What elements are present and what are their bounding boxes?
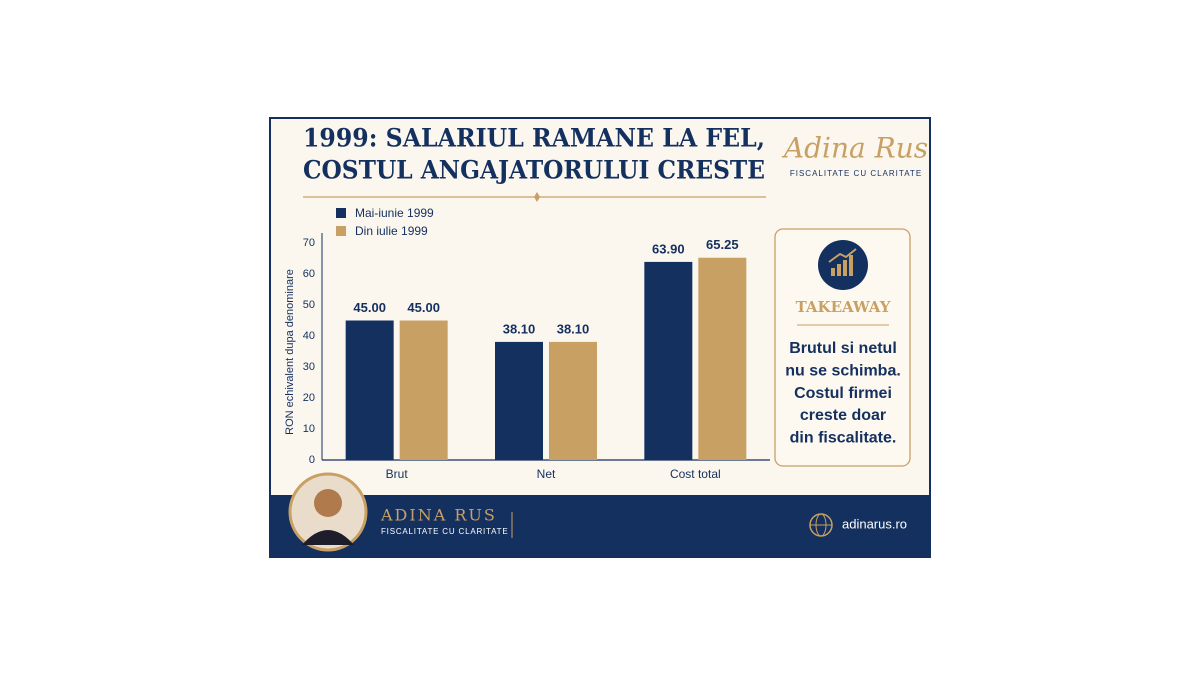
value-label: 38.10 [557,321,590,336]
legend-swatch [336,208,346,218]
value-label: 63.90 [652,241,685,256]
y-tick-label: 20 [303,392,315,404]
footer-tagline: FISCALITATE CU CLARITATE [381,527,509,536]
x-tick-label: Brut [386,467,409,481]
ornament [534,192,540,202]
y-tick-label: 30 [303,361,315,373]
y-tick-label: 50 [303,299,315,311]
title-line: COSTUL ANGAJATORULUI CRESTE [303,156,765,185]
takeaway-text: Brutul si netul nu se schimba. Costul firm… [785,340,901,446]
takeaway-line: Costul firmei [794,385,892,402]
y-tick-label: 0 [309,454,315,466]
portrait-body [302,530,354,545]
brand-tagline: FISCALITATE CU CLARITATE [790,169,922,178]
takeaway-line: din fiscalitate. [790,429,897,446]
bar [698,257,747,460]
footer-band [270,495,930,557]
takeaway-line: creste doar [800,407,886,424]
footer-name: ADINA RUS [380,506,497,525]
value-label: 45.00 [407,300,440,315]
x-tick-label: Net [537,467,556,481]
takeaway-line: nu se schimba. [785,363,901,380]
y-axis-label: RON echivalent dupa denominare [284,269,296,435]
value-label: 45.00 [353,300,386,315]
title-line: 1999: SALARIUL RAMANE LA FEL, [303,124,765,153]
brand-name: Adina Rus [781,132,928,165]
takeaway-line: Brutul si netul [789,340,897,357]
legend-swatch [336,226,346,236]
bar [644,261,693,460]
legend-label: Mai-iunie 1999 [355,206,434,220]
y-tick-label: 40 [303,330,315,342]
legend-label: Din iulie 1999 [355,224,428,238]
value-label: 65.25 [706,237,739,252]
takeaway-title: TAKEAWAY [796,298,891,316]
y-tick-label: 10 [303,423,315,435]
bar [495,341,543,460]
bar [399,320,448,460]
bar [549,341,597,460]
bar [345,320,394,460]
y-tick-label: 60 [303,268,315,280]
portrait-head [314,489,342,517]
x-tick-label: Cost total [670,467,721,481]
takeaway-box [774,228,911,467]
y-tick-label: 70 [303,237,315,249]
icon-bars [831,255,853,276]
website[interactable]: adinarus.ro [842,516,907,531]
icon-arrow [828,248,857,263]
value-label: 38.10 [503,321,536,336]
